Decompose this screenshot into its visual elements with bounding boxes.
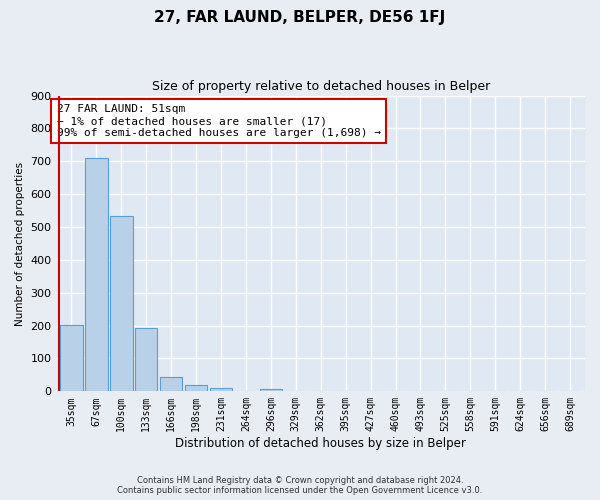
Bar <box>60 325 83 392</box>
Bar <box>135 328 157 392</box>
Text: 27 FAR LAUND: 51sqm
← 1% of detached houses are smaller (17)
99% of semi-detache: 27 FAR LAUND: 51sqm ← 1% of detached hou… <box>56 104 380 138</box>
Bar <box>185 386 208 392</box>
Y-axis label: Number of detached properties: Number of detached properties <box>15 162 25 326</box>
Title: Size of property relative to detached houses in Belper: Size of property relative to detached ho… <box>152 80 490 93</box>
Text: Contains HM Land Registry data © Crown copyright and database right 2024.
Contai: Contains HM Land Registry data © Crown c… <box>118 476 482 495</box>
Bar <box>160 376 182 392</box>
Bar <box>85 158 107 392</box>
Bar <box>260 388 282 392</box>
Bar <box>110 216 133 392</box>
X-axis label: Distribution of detached houses by size in Belper: Distribution of detached houses by size … <box>175 437 466 450</box>
Bar <box>210 388 232 392</box>
Text: 27, FAR LAUND, BELPER, DE56 1FJ: 27, FAR LAUND, BELPER, DE56 1FJ <box>154 10 446 25</box>
